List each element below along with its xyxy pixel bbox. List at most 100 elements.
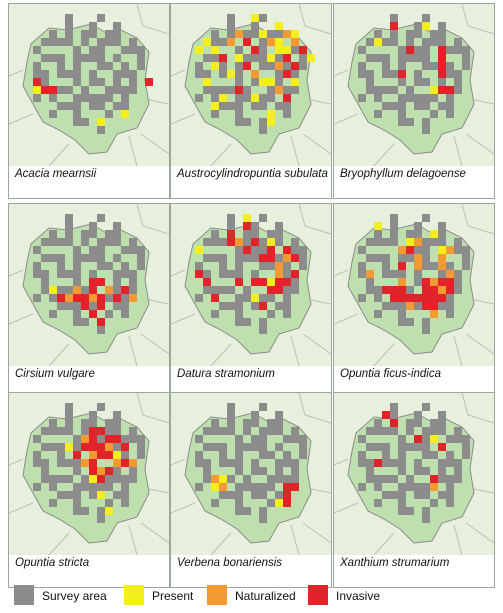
survey-cell <box>454 270 462 278</box>
survey-cell <box>374 443 382 451</box>
survey-cell <box>235 435 243 443</box>
invasive-cell <box>283 246 291 254</box>
survey-cell <box>390 102 398 110</box>
survey-cell <box>113 475 121 483</box>
survey-cell <box>57 86 65 94</box>
map-area <box>334 4 494 166</box>
survey-cell <box>73 102 81 110</box>
survey-cell <box>422 326 430 334</box>
survey-cell <box>73 246 81 254</box>
invasive-cell <box>283 70 291 78</box>
present-cell <box>121 110 129 118</box>
survey-cell <box>113 254 121 262</box>
naturalized-cell <box>275 270 283 278</box>
survey-cell <box>283 110 291 118</box>
survey-cell <box>65 491 73 499</box>
survey-cell <box>89 483 97 491</box>
survey-cell <box>422 467 430 475</box>
survey-cell <box>121 435 129 443</box>
survey-cell <box>430 419 438 427</box>
survey-cell <box>454 467 462 475</box>
species-caption: Cirsium vulgare <box>15 368 95 380</box>
survey-cell <box>251 54 259 62</box>
survey-cell <box>57 54 65 62</box>
survey-cell <box>414 278 422 286</box>
survey-cell <box>203 270 211 278</box>
invasive-swatch <box>308 585 328 605</box>
legend-label-invasive: Invasive <box>336 589 381 603</box>
survey-cell <box>454 278 462 286</box>
present-cell <box>97 491 105 499</box>
survey-cell <box>390 214 398 222</box>
invasive-cell <box>390 22 398 30</box>
road-line <box>9 458 24 466</box>
survey-cell <box>211 54 219 62</box>
naturalized-cell <box>251 70 259 78</box>
invasive-cell <box>243 38 251 46</box>
survey-cell <box>430 62 438 70</box>
invasive-cell <box>283 499 291 507</box>
survey-cell <box>438 22 446 30</box>
species-caption: Opuntia ficus-indica <box>340 368 441 380</box>
present-cell <box>243 214 251 222</box>
survey-cell <box>259 126 267 134</box>
present-cell <box>89 475 97 483</box>
survey-cell <box>137 46 145 54</box>
survey-cell <box>235 483 243 491</box>
survey-cell <box>65 419 73 427</box>
naturalized-cell <box>129 459 137 467</box>
invasive-cell <box>382 286 390 294</box>
road-line <box>171 69 186 77</box>
survey-cell <box>422 483 430 491</box>
survey-cell <box>406 118 414 126</box>
invasive-cell <box>382 411 390 419</box>
road-line <box>310 99 331 105</box>
invasive-cell <box>121 286 129 294</box>
survey-cell <box>430 110 438 118</box>
survey-cell <box>259 38 267 46</box>
invasive-cell <box>81 294 89 302</box>
survey-cell <box>430 30 438 38</box>
survey-cell <box>414 491 422 499</box>
survey-cell <box>422 62 430 70</box>
survey-cell <box>422 435 430 443</box>
survey-cell <box>446 302 454 310</box>
survey-cell <box>203 70 211 78</box>
survey-cell <box>438 30 446 38</box>
map-area <box>9 204 169 366</box>
survey-cell <box>129 270 137 278</box>
survey-cell <box>227 22 235 30</box>
invasive-cell <box>89 427 97 435</box>
survey-cell <box>382 302 390 310</box>
survey-cell <box>382 443 390 451</box>
survey-cell <box>275 443 283 451</box>
survey-cell <box>97 326 105 334</box>
survey-cell <box>97 262 105 270</box>
road-line <box>461 204 494 235</box>
survey-cell <box>57 286 65 294</box>
survey-cell <box>97 78 105 86</box>
naturalized-cell <box>366 270 374 278</box>
survey-cell <box>366 459 374 467</box>
survey-cell <box>203 467 211 475</box>
survey-cell <box>81 286 89 294</box>
survey-cell <box>398 310 406 318</box>
survey-cell <box>121 86 129 94</box>
survey-cell <box>438 78 446 86</box>
survey-cell <box>227 427 235 435</box>
survey-cell <box>414 30 422 38</box>
survey-cell <box>382 427 390 435</box>
survey-cell <box>113 427 121 435</box>
survey-cell <box>430 238 438 246</box>
survey-cell <box>422 46 430 54</box>
survey-cell <box>81 54 89 62</box>
survey-cell <box>382 254 390 262</box>
road-line <box>48 532 70 555</box>
survey-cell <box>113 278 121 286</box>
road-line <box>461 393 494 424</box>
road-line <box>334 69 349 77</box>
road-line <box>171 113 196 125</box>
survey-cell <box>374 54 382 62</box>
road-line <box>453 135 463 166</box>
map-area <box>9 4 169 166</box>
